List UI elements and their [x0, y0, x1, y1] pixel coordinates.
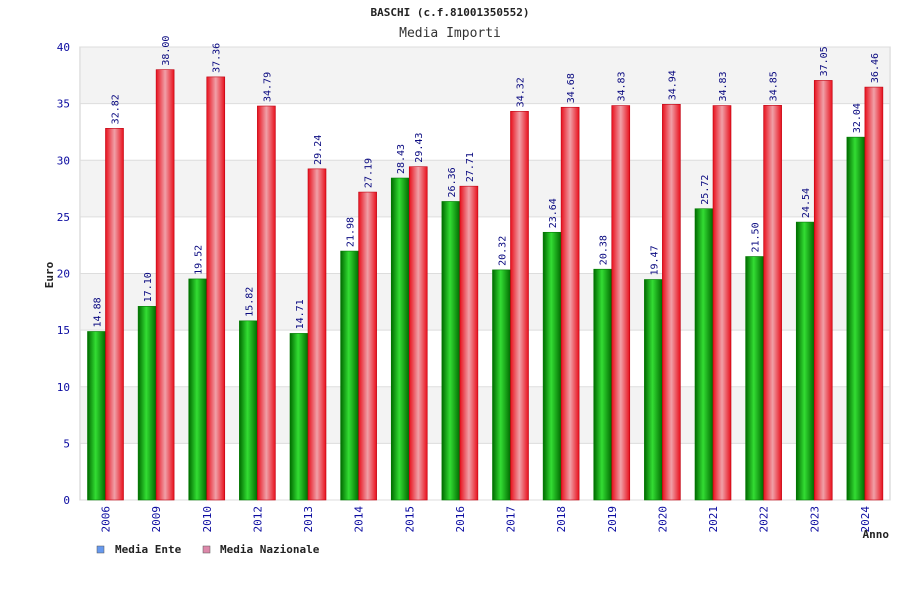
data-label: 14.88 — [93, 297, 104, 327]
bar-media-nazionale — [813, 80, 833, 501]
bar-media-nazionale — [459, 185, 479, 501]
data-label: 20.32 — [498, 236, 509, 266]
data-label: 17.10 — [143, 272, 154, 302]
y-tick-label: 20 — [57, 268, 70, 281]
legend: Media Ente Media Nazionale — [96, 543, 320, 556]
data-label: 20.38 — [599, 235, 610, 265]
chart-subtitle: Media Importi — [399, 26, 501, 41]
data-label: 32.04 — [852, 103, 863, 133]
x-tick-label: 2019 — [606, 506, 619, 533]
y-tick-label: 10 — [57, 381, 70, 394]
data-label: 34.32 — [516, 77, 527, 107]
x-tick-label: 2010 — [201, 506, 214, 533]
data-label: 28.43 — [396, 144, 407, 174]
data-label: 26.36 — [447, 167, 458, 197]
data-label: 32.82 — [111, 94, 122, 124]
y-axis-label: Euro — [43, 261, 56, 288]
bar-media-nazionale — [257, 105, 276, 501]
y-tick-label: 5 — [63, 437, 70, 450]
bar-media-nazionale — [307, 168, 327, 501]
x-tick-label: 2020 — [656, 506, 669, 533]
x-tick-label: 2016 — [454, 506, 467, 533]
data-label: 34.68 — [566, 73, 577, 103]
data-label: 34.83 — [617, 71, 628, 101]
bar-media-ente — [795, 221, 815, 501]
bar-media-nazionale — [662, 104, 681, 501]
x-tick-label: 2024 — [859, 506, 872, 533]
data-label: 19.52 — [194, 245, 205, 275]
x-tick-label: 2006 — [100, 506, 113, 533]
bar-media-ente — [745, 256, 764, 501]
bar-media-ente — [846, 136, 866, 501]
x-axis-label: Anno — [863, 528, 890, 541]
bar-media-nazionale — [560, 106, 580, 501]
chart-title: BASCHI (c.f.81001350552) — [371, 6, 530, 19]
data-label: 37.36 — [212, 43, 223, 73]
data-label: 21.50 — [751, 222, 762, 252]
data-label: 27.19 — [364, 158, 375, 188]
x-tick-label: 2023 — [808, 506, 821, 533]
y-tick-label: 15 — [57, 324, 70, 337]
bar-media-ente — [542, 231, 562, 501]
data-label: 27.71 — [465, 152, 476, 182]
data-label: 25.72 — [700, 175, 711, 205]
bar-media-nazionale — [358, 191, 377, 501]
bar-media-nazionale — [105, 128, 124, 501]
bar-media-ente — [340, 250, 359, 501]
bar-media-nazionale — [763, 105, 782, 501]
x-tick-label: 2014 — [353, 506, 366, 533]
y-tick-label: 35 — [57, 98, 70, 111]
bar-media-ente — [593, 268, 613, 501]
bar-media-ente — [87, 331, 106, 501]
x-tick-label: 2009 — [150, 506, 163, 533]
data-label: 37.05 — [819, 46, 830, 76]
y-tick-label: 40 — [57, 41, 70, 54]
legend-swatch-media-ente — [96, 545, 105, 554]
data-label: 19.47 — [649, 245, 660, 275]
x-tick-label: 2012 — [251, 506, 264, 533]
bar-media-nazionale — [510, 111, 529, 501]
bar-media-ente — [694, 208, 714, 501]
bar-media-ente — [492, 269, 511, 501]
data-label: 38.00 — [161, 36, 172, 66]
bar-media-nazionale — [206, 76, 226, 501]
bar-media-ente — [188, 278, 208, 501]
y-tick-label: 30 — [57, 154, 70, 167]
bar-media-nazionale — [611, 105, 631, 501]
y-tick-label: 0 — [63, 494, 70, 507]
data-label: 24.54 — [801, 188, 812, 218]
bar-media-ente — [644, 279, 663, 501]
x-tick-label: 2017 — [505, 506, 518, 533]
data-label: 34.83 — [718, 71, 729, 101]
legend-swatch-media-nazionale — [202, 545, 211, 554]
bar-media-ente — [390, 177, 410, 501]
y-tick-label: 25 — [57, 211, 70, 224]
bar-media-ente — [441, 201, 461, 501]
bar-media-nazionale — [155, 69, 175, 501]
x-tick-label: 2013 — [302, 506, 315, 533]
bar-media-nazionale — [864, 86, 884, 501]
data-label: 23.64 — [548, 198, 559, 228]
x-tick-label: 2021 — [707, 506, 720, 533]
x-tick-label: 2015 — [403, 506, 416, 533]
x-tick-label: 2018 — [555, 506, 568, 533]
bar-media-ente — [239, 320, 258, 501]
data-label: 21.98 — [346, 217, 357, 247]
data-label: 34.94 — [667, 70, 678, 100]
x-tick-label: 2022 — [758, 506, 771, 533]
data-label: 34.85 — [769, 71, 780, 101]
data-label: 34.79 — [262, 72, 273, 102]
legend-label-media-ente: Media Ente — [115, 543, 182, 556]
data-label: 36.46 — [870, 53, 881, 83]
legend-label-media-nazionale: Media Nazionale — [220, 543, 320, 556]
data-label: 15.82 — [244, 287, 255, 317]
bar-media-nazionale — [712, 105, 732, 501]
bar-media-ente — [137, 306, 157, 501]
bar-media-nazionale — [408, 166, 428, 501]
bar-media-ente — [289, 333, 309, 501]
data-label: 29.43 — [414, 133, 425, 163]
data-label: 14.71 — [295, 299, 306, 329]
data-label: 29.24 — [313, 135, 324, 165]
